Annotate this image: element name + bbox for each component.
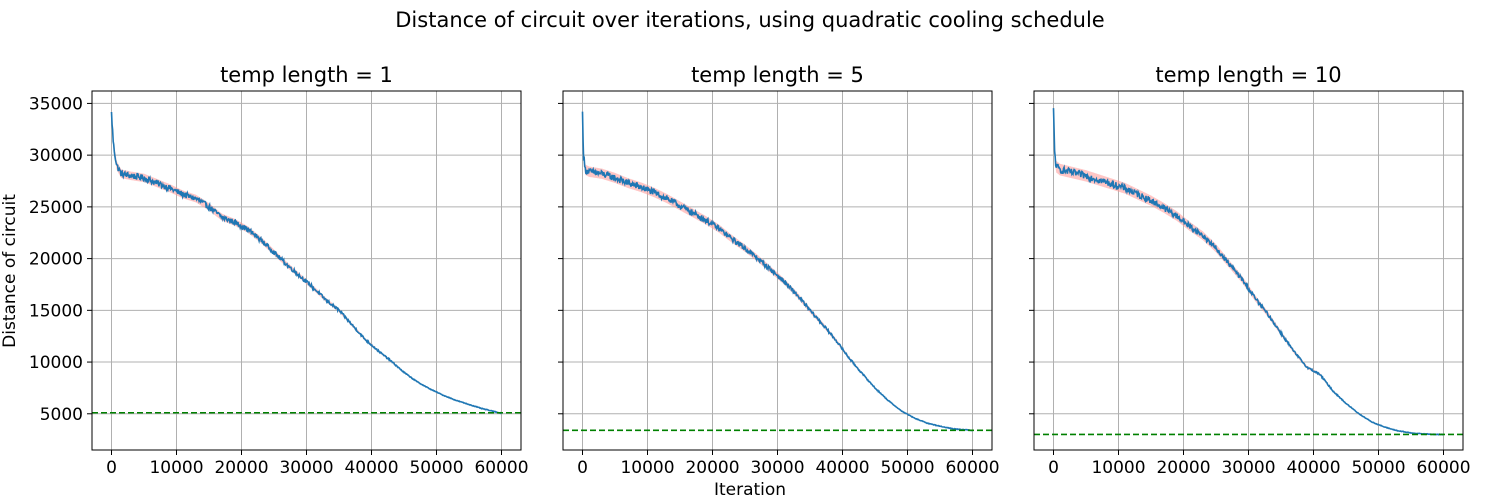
y-tick-label: 35000: [29, 94, 83, 114]
y-tick-label: 10000: [29, 353, 83, 373]
x-tick-label: 10000: [1091, 458, 1145, 478]
x-tick-label: 60000: [1416, 458, 1470, 478]
grid: [563, 91, 992, 450]
subplot-title: temp length = 1: [220, 63, 393, 87]
grid: [92, 91, 521, 450]
x-tick-label: 50000: [1351, 458, 1405, 478]
y-tick-label: 20000: [29, 250, 83, 270]
y-tick-label: 5000: [40, 405, 83, 425]
subplot-1: 0 10000 20000 30000 40000 50000 60000 5000 10000…: [29, 63, 529, 478]
x-tick-label: 40000: [815, 458, 869, 478]
plot-area: [1034, 103, 1463, 436]
grid: [1034, 91, 1463, 450]
subplot-3: 0 10000 20000 30000 40000 50000 60000 temp leng…: [1029, 63, 1471, 478]
mean-distance-line: [1052, 108, 1444, 436]
figure-suptitle: Distance of circuit over iterations, usi…: [395, 8, 1104, 32]
subplot-2: 0 10000 20000 30000 40000 50000 60000 temp leng…: [558, 63, 1000, 478]
subplot-title: temp length = 5: [691, 63, 864, 87]
mean-distance-line: [581, 111, 973, 432]
x-tick-label: 10000: [149, 458, 203, 478]
x-tick-label: 0: [577, 458, 588, 478]
x-tick-label: 30000: [279, 458, 333, 478]
x-axis-label: Iteration: [714, 480, 786, 500]
x-tick-label: 20000: [214, 458, 268, 478]
x-tick-label: 40000: [344, 458, 398, 478]
y-axis-label: Distance of circuit: [0, 194, 20, 348]
x-tick-label: 30000: [750, 458, 804, 478]
mean-distance-line: [110, 111, 502, 415]
subplot-panels: 0 10000 20000 30000 40000 50000 60000 5000 10000…: [29, 63, 1471, 478]
x-tick-label: 0: [1048, 458, 1059, 478]
x-tick-label: 10000: [620, 458, 674, 478]
x-tick-label: 60000: [474, 458, 528, 478]
x-tick-label: 60000: [945, 458, 999, 478]
x-tick-label: 40000: [1286, 458, 1340, 478]
y-tick-label: 30000: [29, 146, 83, 166]
x-tick-label: 0: [106, 458, 117, 478]
x-tick-label: 30000: [1221, 458, 1275, 478]
y-tick-label: 25000: [29, 198, 83, 218]
plot-area: [92, 108, 521, 415]
y-tick-label: 15000: [29, 301, 83, 321]
x-tick-label: 20000: [685, 458, 739, 478]
plot-area: [563, 107, 992, 432]
x-tick-label: 50000: [880, 458, 934, 478]
x-tick-label: 20000: [1156, 458, 1210, 478]
subplot-title: temp length = 10: [1155, 63, 1341, 87]
x-tick-label: 50000: [409, 458, 463, 478]
